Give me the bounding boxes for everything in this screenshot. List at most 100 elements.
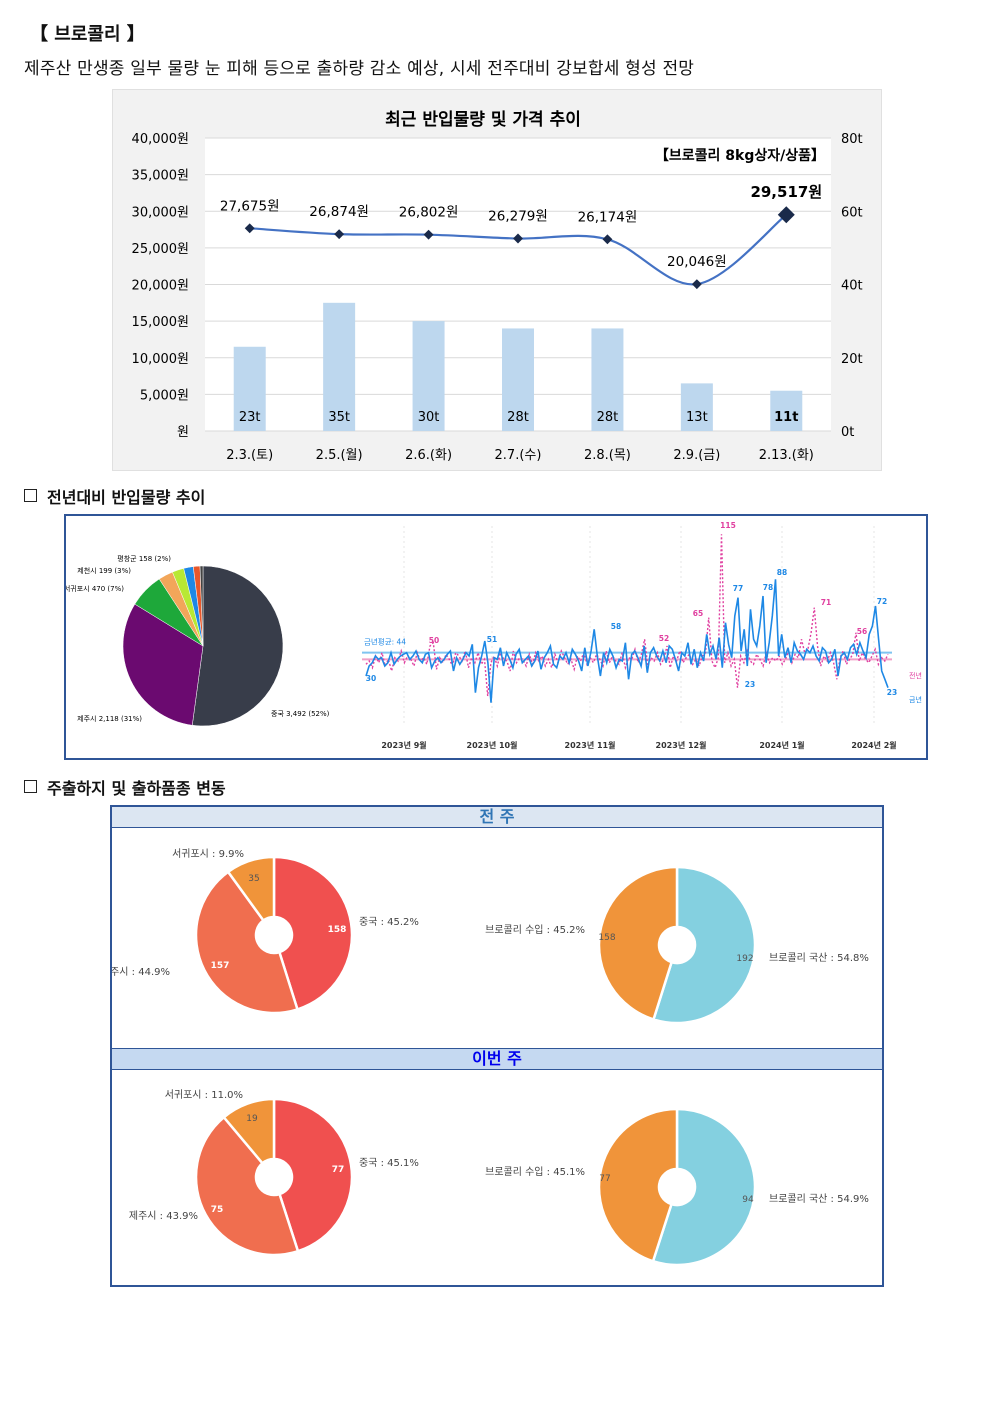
- price-volume-chart-frame: 원 5,000원 10,000원 15,000원 20,000원 25,000원 30,00…: [112, 89, 882, 471]
- y-left-tick-label: 원: [177, 425, 189, 440]
- current-week-header: 이번 주: [112, 1048, 882, 1070]
- chart-annotation: 【브로콜리 8kg상자/상품】: [655, 148, 825, 164]
- volume-bar: [412, 321, 445, 431]
- x-month-label: 2023년 12월: [656, 740, 707, 750]
- series-line-current: [365, 579, 889, 703]
- origin-pie-label: 평창군 158 (2%): [117, 554, 171, 563]
- donut-slice: [194, 870, 300, 1015]
- x-category-label: 2.13.(화): [759, 448, 814, 463]
- origin-pie-slice: [191, 565, 284, 727]
- origin-pie-label: 제천시 199 (3%): [77, 566, 131, 575]
- donut-pct-label: 중국 : 45.2%: [359, 916, 419, 928]
- donut-pct-label: 브로콜리 국산 : 54.9%: [769, 1193, 869, 1205]
- volume-bar: [770, 390, 803, 431]
- y-left-tick-label: 25,000원: [132, 242, 189, 257]
- section-origin-change-label: 주출하지 및 출하품종 변동: [47, 779, 226, 798]
- donut-slice: [597, 865, 679, 1021]
- donut-pct-label: 브로콜리 수입 : 45.2%: [485, 923, 585, 936]
- data-label: 58: [611, 622, 621, 631]
- checkbox-square-icon: [24, 489, 37, 502]
- section-volume-trend: 전년대비 반입물량 추이: [24, 484, 205, 508]
- origin-variety-frame: 전 주 이번 주 158 중국 : 45.2% 157 제주시 : 44.9% 35 서귀…: [110, 805, 884, 1287]
- volume-bar-label: 28t: [507, 410, 529, 425]
- donut-slice: [651, 865, 757, 1025]
- x-category-label: 2.6.(화): [405, 448, 452, 463]
- data-label: 115: [720, 521, 736, 530]
- donut-pct-label: 브로콜리 국산 : 54.8%: [769, 952, 869, 964]
- data-label: 77: [733, 584, 743, 593]
- donut-value-label: 157: [211, 961, 230, 971]
- x-month-label: 2023년 10월: [467, 740, 518, 750]
- price-volume-chart: 원 5,000원 10,000원 15,000원 20,000원 25,000원 30,00…: [132, 110, 863, 463]
- data-label: 72: [877, 597, 887, 606]
- volume-bar-label: 23t: [239, 410, 261, 425]
- price-label: 27,675원: [220, 198, 280, 214]
- page-title: 【 브로콜리 】: [30, 24, 145, 45]
- volume-bar-label: 35t: [328, 410, 350, 425]
- donut-pct-label: 제주시 : 44.9%: [112, 966, 170, 978]
- origin-variety-donuts: 158 중국 : 45.2% 157 제주시 : 44.9% 35 서귀포시 : 9.9%…: [112, 848, 869, 1267]
- donut-value-label: 192: [736, 954, 753, 964]
- data-label: 78: [763, 583, 773, 592]
- y-left-tick-label: 40,000원: [132, 132, 189, 147]
- price-marker: [513, 233, 523, 244]
- donut-value-label: 77: [599, 1174, 610, 1184]
- yoy-volume-frame: 중국 3,492 (52%) 제주시 2,118 (31%) 서귀포시 470 (7…: [64, 514, 928, 760]
- volume-bar: [591, 328, 624, 431]
- donut-slice: [597, 1107, 679, 1263]
- y-left-tick-label: 35,000원: [132, 169, 189, 184]
- previous-week-header: 전 주: [112, 807, 882, 828]
- x-month-label: 2023년 11월: [565, 740, 616, 750]
- data-label: 23: [887, 688, 897, 697]
- y-left-tick-label: 20,000원: [132, 279, 189, 294]
- donut-pct-label: 제주시 : 43.9%: [129, 1210, 198, 1222]
- volume-bar: [502, 328, 534, 431]
- y-left-tick-label: 30,000원: [132, 205, 189, 220]
- donut-pct-label: 중국 : 45.1%: [359, 1157, 419, 1169]
- price-marker: [777, 206, 795, 224]
- donut-slice: [272, 855, 354, 1011]
- price-label: 20,046원: [667, 254, 727, 270]
- donut-slice: [272, 1097, 354, 1253]
- data-label: 23: [745, 680, 755, 689]
- chart-title: 최근 반입물량 및 가격 추이: [385, 110, 581, 130]
- series-line-previous: [365, 534, 889, 697]
- price-marker: [423, 229, 434, 240]
- data-label: 30: [366, 674, 376, 683]
- donut-value-label: 158: [328, 925, 347, 935]
- donut-value-label: 77: [332, 1165, 345, 1175]
- data-label: 71: [821, 598, 831, 607]
- price-label: 26,802원: [399, 205, 459, 221]
- section-volume-trend-label: 전년대비 반입물량 추이: [47, 488, 206, 507]
- checkbox-square-icon: [24, 780, 37, 793]
- donut-slice: [222, 1097, 276, 1165]
- origin-pie-slice: [199, 565, 204, 647]
- price-label: 26,279원: [488, 209, 548, 225]
- volume-bar-label: 11t: [774, 410, 798, 425]
- x-month-label: 2024년 2월: [851, 740, 896, 750]
- y-right-tick-label: 40t: [841, 279, 863, 294]
- series-legend-label: 전년: [909, 671, 922, 680]
- donut-pct-label: 브로콜리 수입 : 45.1%: [485, 1165, 585, 1178]
- x-category-label: 2.5.(월): [316, 448, 363, 463]
- donut-slice: [194, 1115, 300, 1257]
- price-marker: [334, 229, 345, 240]
- price-label: 29,517원: [750, 183, 822, 201]
- x-month-label: 2024년 1월: [759, 740, 804, 750]
- data-label: 51: [487, 635, 497, 644]
- price-marker: [244, 223, 255, 234]
- x-category-label: 2.3.(토): [226, 448, 273, 463]
- x-category-label: 2.9.(금): [673, 448, 720, 463]
- origin-pie-label: 서귀포시 470 (7%): [66, 584, 124, 593]
- volume-bar-label: 30t: [418, 410, 440, 425]
- price-marker: [691, 279, 702, 290]
- y-right-tick-label: 20t: [841, 352, 863, 367]
- y-right-tick-label: 60t: [841, 205, 863, 220]
- donut-pct-label: 서귀포시 : 9.9%: [172, 848, 244, 860]
- origin-pie-slice: [122, 603, 204, 726]
- market-summary: 제주산 만생종 일부 물량 눈 피해 등으로 출하량 감소 예상, 시세 전주대…: [24, 59, 695, 79]
- data-label: 65: [693, 609, 703, 618]
- donut-slice: [651, 1107, 757, 1267]
- volume-bar: [323, 302, 356, 431]
- data-label: 88: [777, 568, 787, 577]
